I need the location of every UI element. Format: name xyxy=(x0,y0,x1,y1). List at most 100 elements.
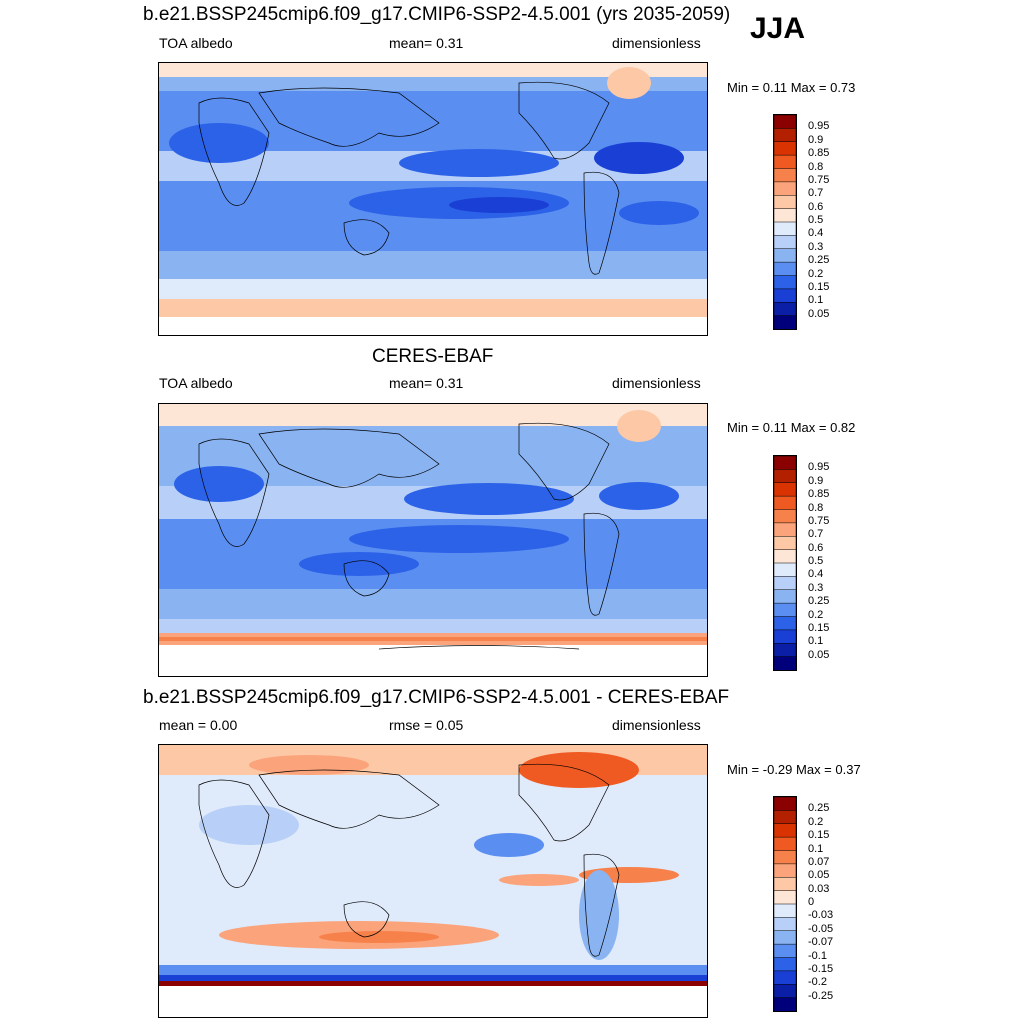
colorbar-swatch xyxy=(774,495,796,511)
panel-1-minmax: Min = 0.11 Max = 0.73 xyxy=(727,80,856,95)
colorbar-tick-label: 0.2 xyxy=(808,608,824,621)
colorbar-swatch xyxy=(774,235,796,250)
colorbar-tick-label: 0.75 xyxy=(808,514,830,527)
colorbar-swatch xyxy=(774,576,796,591)
panel-3-colorbar xyxy=(773,796,797,1012)
panel-1-mean-label: mean= 0.31 xyxy=(389,35,464,51)
colorbar-tick-label: -0.2 xyxy=(808,976,827,989)
colorbar-swatch xyxy=(774,482,796,497)
colorbar-swatch xyxy=(774,602,796,618)
panel-2-variable-label: TOA albedo xyxy=(159,375,233,391)
colorbar-swatch xyxy=(774,643,796,658)
colorbar-swatch xyxy=(774,997,796,1011)
panel-2-minmax: Min = 0.11 Max = 0.82 xyxy=(727,420,856,435)
colorbar-swatch xyxy=(774,315,796,329)
colorbar-tick-label: -0.1 xyxy=(808,949,827,962)
colorbar-tick-label: 0.85 xyxy=(808,147,830,160)
colorbar-tick-label: 0.3 xyxy=(808,240,824,253)
colorbar-tick-label: 0.1 xyxy=(808,635,824,648)
colorbar-tick-label: 0.6 xyxy=(808,541,824,554)
colorbar-tick-label: -0.25 xyxy=(808,989,834,1002)
colorbar-tick-label: -0.07 xyxy=(808,936,834,949)
panel-3-units-label: dimensionless xyxy=(612,717,701,733)
colorbar-tick-label: 0.05 xyxy=(808,648,830,661)
colorbar-swatch xyxy=(774,456,796,471)
colorbar-swatch xyxy=(774,850,796,865)
colorbar-swatch xyxy=(774,930,796,945)
colorbar-tick-label: 0.2 xyxy=(808,815,824,828)
colorbar-swatch xyxy=(774,589,796,604)
colorbar-swatch xyxy=(774,863,796,879)
colorbar-swatch xyxy=(774,810,796,825)
panel-2-colorbar xyxy=(773,455,797,671)
colorbar-tick-label: 0.6 xyxy=(808,200,824,213)
colorbar-swatch xyxy=(774,970,796,986)
colorbar-swatch xyxy=(774,275,796,290)
colorbar-tick-label: 0.8 xyxy=(808,501,824,514)
colorbar-swatch xyxy=(774,890,796,905)
panel-3-rmse-label: rmse = 0.05 xyxy=(389,717,464,733)
colorbar-swatch xyxy=(774,549,796,564)
colorbar-tick-label: 0.4 xyxy=(808,568,824,581)
colorbar-tick-label: 0.4 xyxy=(808,227,824,240)
colorbar-tick-label: 0.15 xyxy=(808,621,830,634)
colorbar-tick-label: 0.1 xyxy=(808,294,824,307)
colorbar-swatch xyxy=(774,181,796,197)
colorbar-tick-label: 0.15 xyxy=(808,280,830,293)
colorbar-swatch xyxy=(774,616,796,631)
panel-3-map xyxy=(158,744,708,1018)
colorbar-swatch xyxy=(774,115,796,130)
panel-3-colorbar-swatches xyxy=(774,797,796,1011)
colorbar-tick-label: 0.2 xyxy=(808,267,824,280)
colorbar-tick-label: 0.95 xyxy=(808,461,830,474)
colorbar-swatch xyxy=(774,195,796,210)
colorbar-tick-label: -0.05 xyxy=(808,922,834,935)
panel-2-map-field xyxy=(159,404,707,676)
colorbar-swatch xyxy=(774,836,796,852)
colorbar-tick-label: 0.05 xyxy=(808,869,830,882)
colorbar-tick-label: 0.25 xyxy=(808,595,830,608)
colorbar-swatch xyxy=(774,261,796,277)
colorbar-swatch xyxy=(774,957,796,972)
colorbar-swatch xyxy=(774,536,796,551)
panel-2-mean-label: mean= 0.31 xyxy=(389,375,464,391)
panel-1-variable-label: TOA albedo xyxy=(159,35,233,51)
colorbar-swatch xyxy=(774,522,796,538)
panel-1-colorbar xyxy=(773,114,797,330)
colorbar-tick-label: 0.07 xyxy=(808,855,830,868)
panel-2-map xyxy=(158,403,708,677)
colorbar-tick-label: 0.05 xyxy=(808,307,830,320)
colorbar-tick-label: -0.15 xyxy=(808,962,834,975)
panel-2-title: CERES-EBAF xyxy=(372,346,494,367)
colorbar-tick-label: 0.15 xyxy=(808,829,830,842)
colorbar-swatch xyxy=(774,562,796,578)
colorbar-tick-label: 0.1 xyxy=(808,842,824,855)
colorbar-swatch xyxy=(774,248,796,263)
colorbar-tick-label: 0.9 xyxy=(808,474,824,487)
colorbar-swatch xyxy=(774,903,796,919)
colorbar-swatch xyxy=(774,629,796,645)
colorbar-tick-label: 0.9 xyxy=(808,133,824,146)
colorbar-swatch xyxy=(774,168,796,183)
colorbar-swatch xyxy=(774,509,796,524)
panel-3-mean-label: mean = 0.00 xyxy=(159,717,238,733)
season-label: JJA xyxy=(750,12,806,45)
colorbar-tick-label: 0.3 xyxy=(808,581,824,594)
panel-1-title: b.e21.BSSP245cmip6.f09_g17.CMIP6-SSP2-4.… xyxy=(143,4,731,25)
colorbar-tick-label: 0.7 xyxy=(808,528,824,541)
colorbar-tick-label: 0.7 xyxy=(808,187,824,200)
colorbar-swatch xyxy=(774,656,796,670)
colorbar-swatch xyxy=(774,154,796,170)
panel-1-map xyxy=(158,62,708,336)
panel-1-units-label: dimensionless xyxy=(612,35,701,51)
colorbar-tick-label: -0.03 xyxy=(808,909,834,922)
colorbar-swatch xyxy=(774,943,796,959)
panel-3-map-field xyxy=(159,745,707,1017)
colorbar-swatch xyxy=(774,469,796,484)
colorbar-swatch xyxy=(774,797,796,812)
panel-2-colorbar-swatches xyxy=(774,456,796,670)
colorbar-tick-label: 0.5 xyxy=(808,555,824,567)
panel-1-colorbar-swatches xyxy=(774,115,796,329)
panel-2-units-label: dimensionless xyxy=(612,375,701,391)
colorbar-swatch xyxy=(774,917,796,932)
